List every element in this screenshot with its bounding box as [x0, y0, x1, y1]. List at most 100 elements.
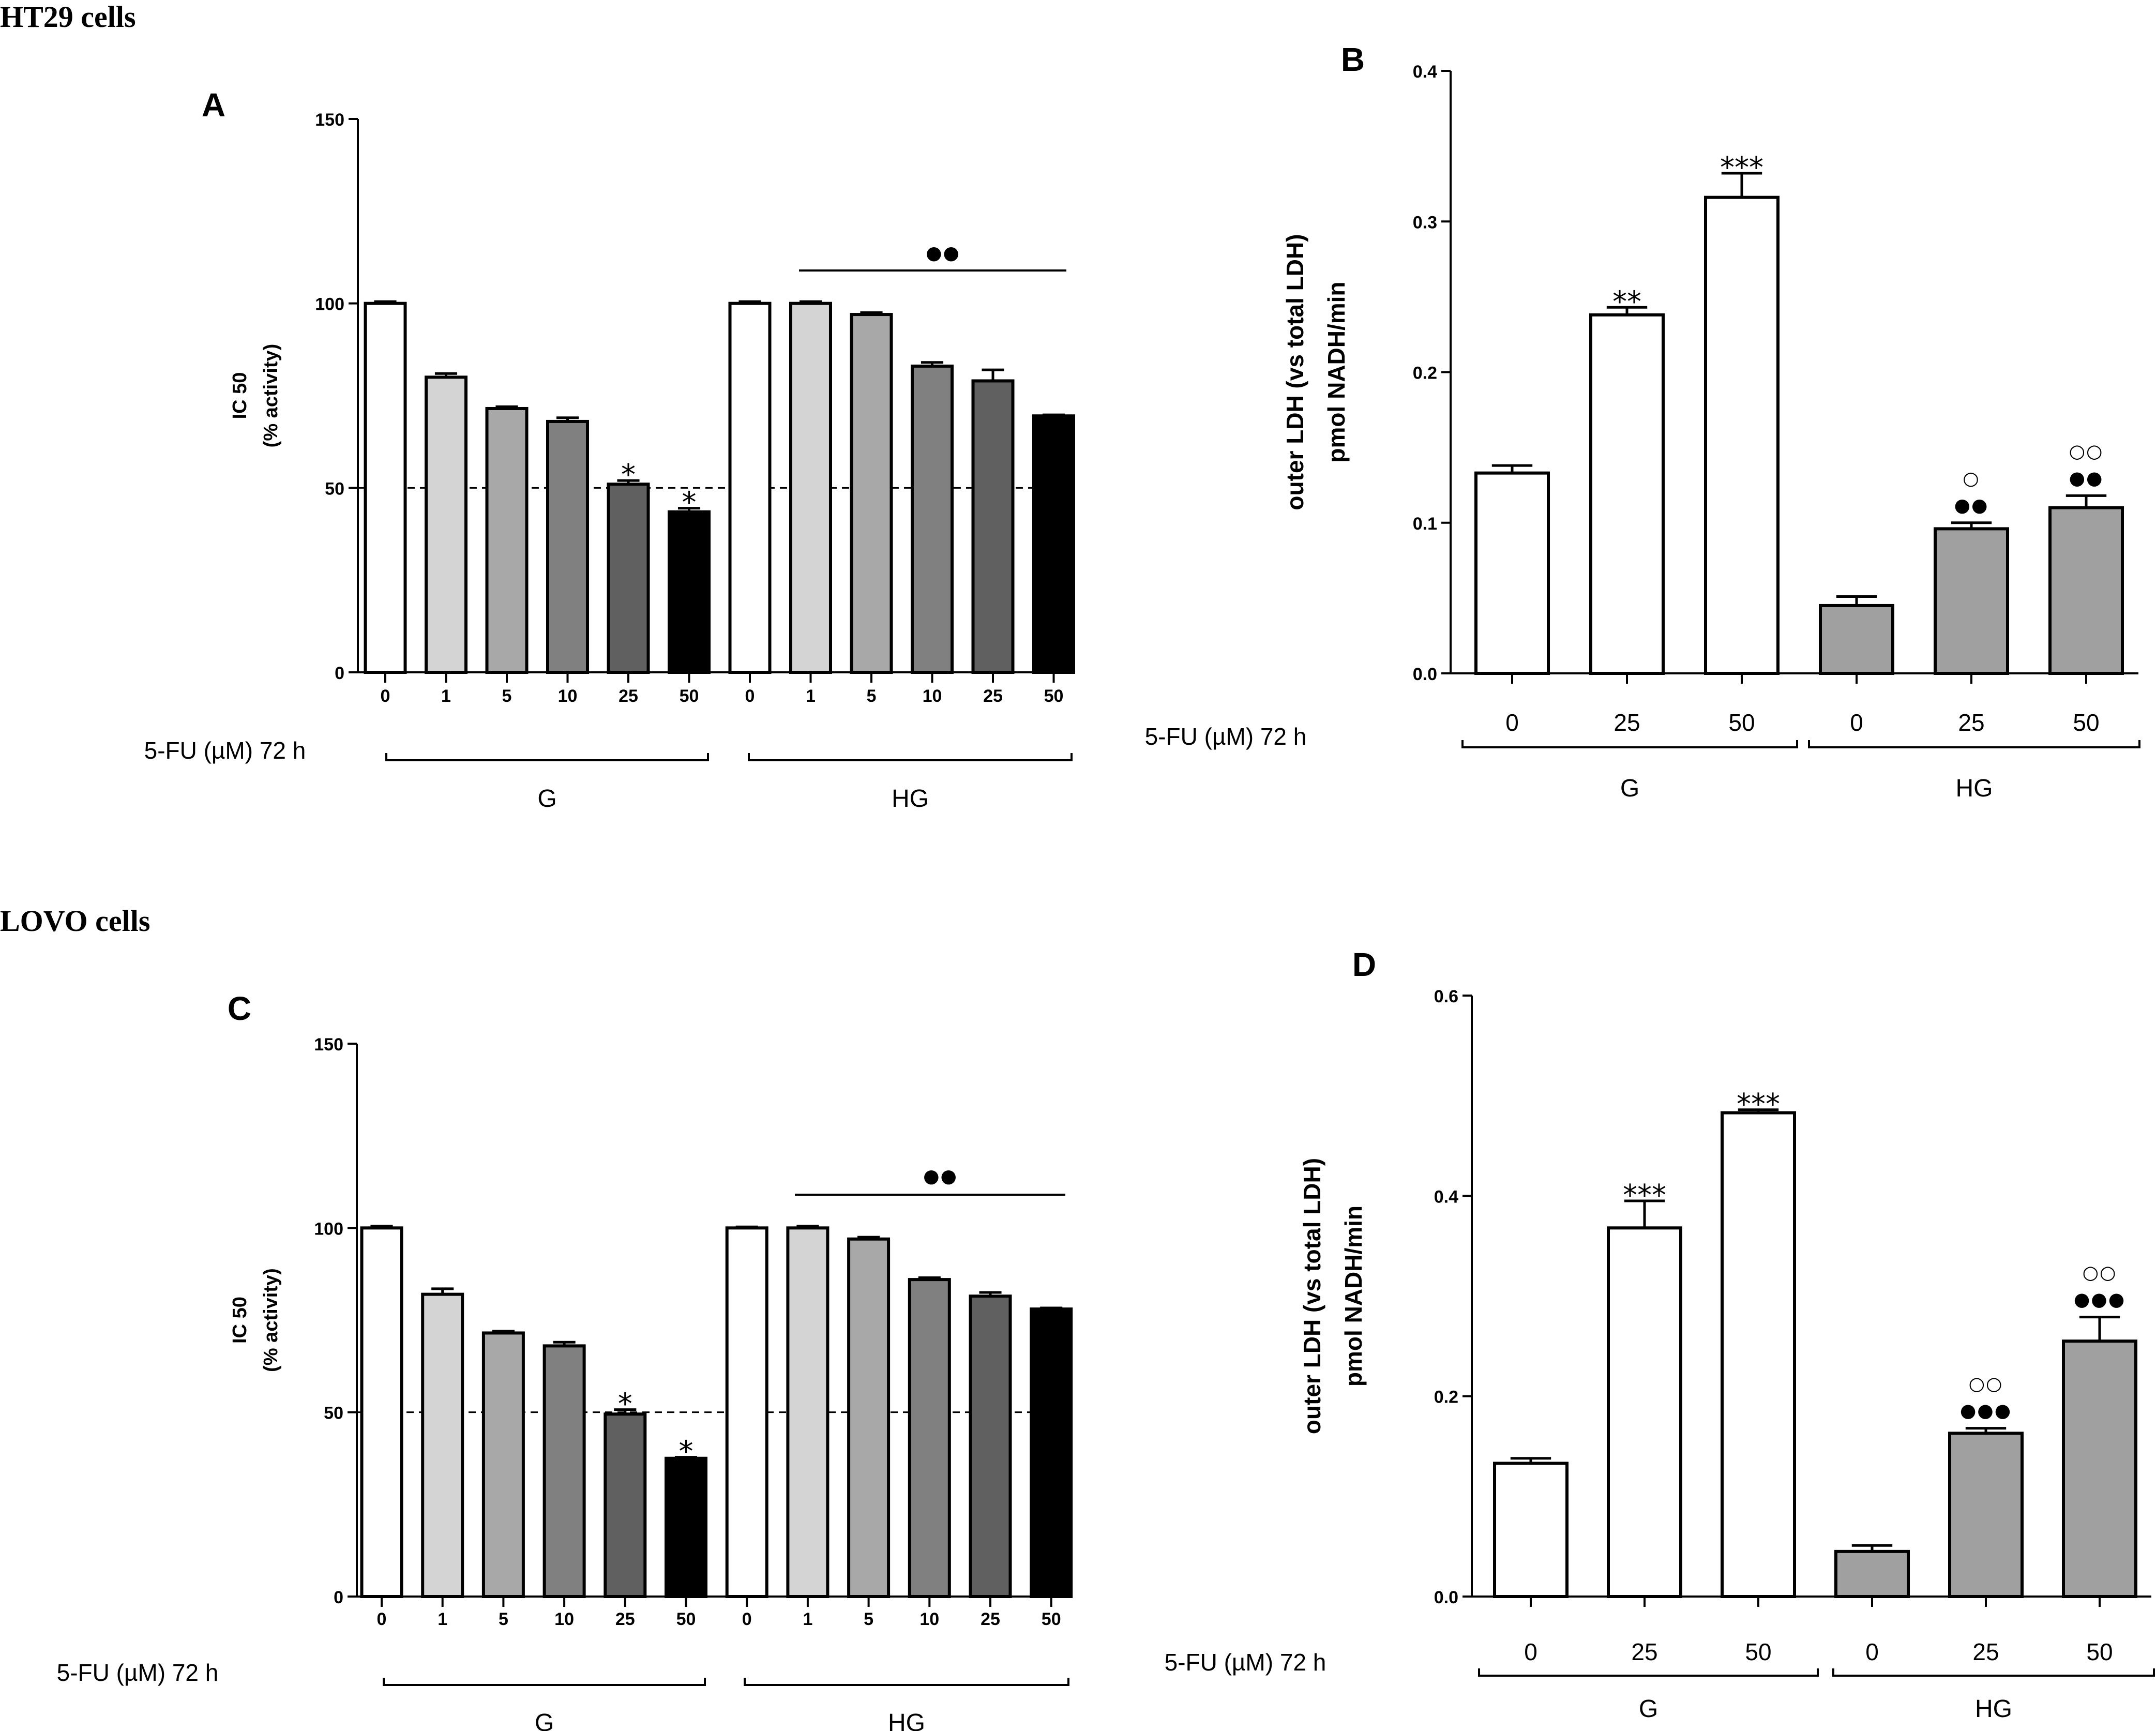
- panel-d-bar: [2062, 1339, 2137, 1598]
- panel-d-annotation: ●●●: [1960, 1401, 2012, 1422]
- panel-b-group-bracket: [1461, 740, 1798, 748]
- panel-d-bar: [1834, 1549, 1910, 1599]
- panel-b-annotation-secondary: ○○: [2069, 441, 2104, 462]
- panel-a-annotation: *: [682, 486, 697, 520]
- panel-d-letter: D: [1352, 946, 1376, 983]
- panel-a-annotation: *: [621, 458, 636, 492]
- panel-b-group-label: G: [1620, 775, 1639, 802]
- panel-c-group-label: G: [535, 1709, 554, 1731]
- panel-a-xtick-label: 50: [680, 686, 699, 706]
- panel-a-ytick-label: 50: [325, 479, 344, 499]
- panel-d-annotation: ***: [1737, 1088, 1780, 1121]
- panel-b-ytick-label: 0.4: [1413, 62, 1437, 82]
- panel-b-xlabel: 5-FU (µM) 72 h: [1145, 723, 1307, 750]
- panel-c-xtick-label: 10: [554, 1609, 574, 1629]
- panel-d-xtick-label: 0: [1524, 1638, 1537, 1665]
- panel-c-group-bracket: [383, 1678, 706, 1686]
- panel-a-group-bracket: [748, 753, 1073, 761]
- panel-a-ylabel: IC 50: [229, 372, 251, 419]
- panel-d-xtick-label: 25: [1631, 1638, 1657, 1665]
- panel-a-group-bracket: [385, 753, 709, 761]
- panel-a-bar: [728, 302, 772, 674]
- panel-c-bar: [360, 1226, 403, 1598]
- panel-b-bar: [1474, 471, 1550, 675]
- panel-d-ytick-label: 0.4: [1434, 1187, 1458, 1207]
- panel-a-bar: [1032, 414, 1075, 674]
- panel-c-bar: [665, 1456, 707, 1598]
- panel-d-ylabel: outer LDH (vs total LDH): [1299, 1158, 1325, 1434]
- panel-a-xtick-label: 1: [441, 686, 451, 706]
- panel-d-bar: [1493, 1462, 1569, 1598]
- section-title-lovo: LOVO cells: [0, 904, 150, 938]
- panel-a-bar: [789, 302, 832, 674]
- panel-c-significance-mark: ●●: [923, 1166, 958, 1187]
- panel-c-bar: [908, 1278, 951, 1598]
- panel-a-group-label: HG: [892, 785, 929, 812]
- panel-c-bar: [725, 1226, 768, 1598]
- panel-d-bar: [1948, 1432, 2024, 1598]
- panel-c-xtick-label: 5: [864, 1609, 873, 1629]
- panel-a-xtick-label: 10: [558, 686, 578, 706]
- panel-a-xtick-label: 1: [806, 686, 816, 706]
- panel-d-bar: [1607, 1226, 1682, 1598]
- panel-c-xtick-label: 25: [981, 1609, 1000, 1629]
- panel-d-annotation-secondary: ○○: [1969, 1374, 2003, 1395]
- panel-b-xtick-label: 25: [1958, 709, 1984, 736]
- panel-c-ylabel-units: (% activity): [260, 1268, 282, 1372]
- panel-c-xtick-label: 0: [742, 1609, 752, 1629]
- panel-d-ylabel-units: pmol NADH/min: [1340, 1206, 1367, 1387]
- panel-d-ytick-label: 0.0: [1434, 1588, 1458, 1607]
- panel-a-letter: A: [202, 86, 225, 124]
- panel-c-letter: C: [228, 990, 251, 1027]
- panel-a-bar: [668, 510, 711, 674]
- panel-c-xtick-label: 50: [676, 1609, 696, 1629]
- panel-c-bar: [786, 1226, 830, 1598]
- panel-d-annotation-secondary: ○○: [2083, 1262, 2117, 1284]
- panel-a-xtick-label: 0: [381, 686, 390, 706]
- panel-a-xtick-label: 10: [923, 686, 942, 706]
- panel-b-annotation: **: [1612, 285, 1641, 319]
- panel-c-group-bracket: [744, 1678, 1069, 1686]
- panel-c-ytick-label: 0: [334, 1588, 343, 1607]
- panel-b-xtick-label: 50: [2073, 709, 2099, 736]
- panel-a-ytick-label: 150: [315, 110, 344, 130]
- panel-c-ytick-label: 50: [324, 1404, 343, 1423]
- panel-d-xtick-label: 0: [1865, 1638, 1879, 1665]
- panel-b-group-bracket: [1808, 740, 2140, 748]
- panel-b-ytick-label: 0.2: [1413, 364, 1437, 383]
- panel-b-annotation: ●●: [1954, 495, 1989, 516]
- panel-b-letter: B: [1341, 41, 1365, 78]
- panel-d-bar: [1721, 1111, 1796, 1599]
- panel-c-ytick-label: 150: [314, 1035, 343, 1055]
- panel-c-annotation: *: [679, 1435, 693, 1469]
- panel-a-bar: [546, 419, 589, 674]
- panel-b-chart: B 0.0 0.1 0.2 0.3 0.4 outer LDH (vs total LDH)…: [1145, 41, 2140, 802]
- panel-a-xtick-label: 50: [1044, 686, 1064, 706]
- panel-d-annotation: ●●●: [2074, 1289, 2125, 1311]
- panel-a-xlabel: 5-FU (µM) 72 h: [144, 737, 306, 764]
- panel-a-ytick-label: 0: [335, 664, 344, 683]
- panel-c-bar: [969, 1295, 1012, 1599]
- panel-c-xtick-label: 25: [615, 1609, 635, 1629]
- panel-c-bar: [604, 1412, 647, 1598]
- section-title-ht29: HT29 cells: [0, 0, 136, 34]
- panel-d-group-label: G: [1639, 1695, 1658, 1723]
- panel-b-ylabel: outer LDH (vs total LDH): [1281, 234, 1308, 510]
- panel-b-ytick-label: 0.3: [1413, 213, 1437, 232]
- panel-b-xtick-label: 50: [1728, 709, 1755, 736]
- panel-b-ytick-label: 0.1: [1413, 514, 1437, 534]
- panel-b-ylabel-units: pmol NADH/min: [1323, 281, 1350, 462]
- panel-c-bar: [481, 1331, 525, 1599]
- panel-d-xtick-label: 50: [1745, 1638, 1771, 1665]
- panel-d-ytick-label: 0.2: [1434, 1388, 1458, 1407]
- panel-a-xtick-label: 5: [867, 686, 877, 706]
- panel-b-bar: [2048, 506, 2124, 675]
- panel-b-bar: [1589, 313, 1665, 675]
- panel-b-annotation: ●●: [2069, 468, 2104, 489]
- panel-d-xlabel: 5-FU (µM) 72 h: [1165, 1649, 1326, 1676]
- panel-b-ytick-label: 0.0: [1413, 665, 1437, 684]
- panel-c-annotation: *: [618, 1388, 632, 1421]
